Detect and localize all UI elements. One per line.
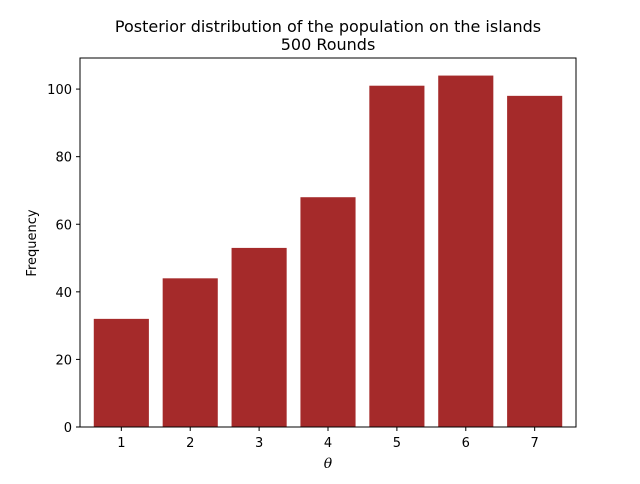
x-axis-label: θ (324, 456, 333, 472)
y-axis-label: Frequency (25, 209, 40, 276)
bar-3 (231, 247, 287, 427)
bar-1 (93, 318, 149, 427)
x-tick-label: 1 (117, 436, 125, 451)
x-tick-label: 5 (393, 436, 401, 451)
chart-title: Posterior distribution of the population… (115, 17, 541, 36)
y-tick-label: 80 (55, 151, 72, 166)
bar-7 (507, 95, 563, 427)
x-tick-label: 6 (462, 436, 470, 451)
x-tick-label: 4 (324, 436, 332, 451)
y-tick-label: 20 (55, 353, 72, 368)
x-tick-label: 2 (186, 436, 194, 451)
x-tick-label: 7 (531, 436, 539, 451)
x-tick-label: 3 (255, 436, 263, 451)
y-axis-ticks: 0 20 40 60 80 100 (47, 83, 80, 436)
y-tick-label: 60 (55, 218, 72, 233)
x-axis-ticks: 1 2 3 4 5 6 7 (117, 427, 539, 451)
plot-frame (79, 57, 577, 428)
y-tick-label: 0 (64, 421, 72, 436)
bar-5 (369, 85, 425, 427)
y-tick-label: 40 (55, 286, 72, 301)
bar-6 (438, 75, 494, 428)
bar-2 (162, 278, 218, 427)
chart-subtitle: 500 Rounds (281, 35, 376, 54)
bars-group (93, 75, 563, 428)
y-tick-label: 100 (47, 83, 72, 98)
bar-4 (300, 197, 356, 427)
